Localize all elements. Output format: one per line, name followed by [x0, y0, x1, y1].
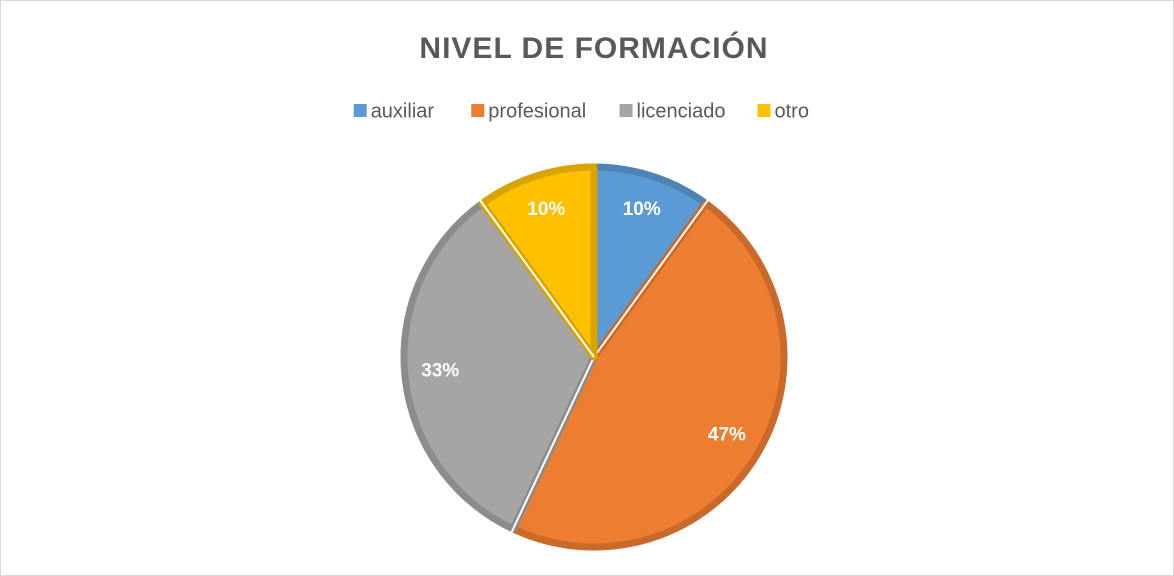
pie-slice — [509, 199, 788, 551]
pie-slice — [400, 199, 598, 533]
legend-label: otro — [775, 100, 809, 122]
data-label: 10% — [527, 199, 565, 220]
legend-swatch — [471, 104, 485, 117]
chart-title: NIVEL DE FORMACIÓN — [419, 31, 768, 65]
legend-label: profesional — [488, 100, 586, 122]
legend-swatch — [619, 104, 633, 117]
pie-slice — [590, 163, 710, 361]
legend-swatch — [757, 104, 771, 117]
legend-label: licenciado — [637, 100, 726, 122]
slice-separator — [593, 198, 710, 358]
slice-separator — [478, 198, 595, 358]
legend-label: auxiliar — [371, 100, 435, 122]
data-label: 10% — [623, 199, 661, 220]
data-label: 33% — [421, 361, 459, 382]
pie-slice — [478, 163, 598, 361]
legend-swatch — [353, 104, 367, 117]
data-label: 47% — [708, 425, 746, 446]
slice-separator — [510, 356, 595, 534]
